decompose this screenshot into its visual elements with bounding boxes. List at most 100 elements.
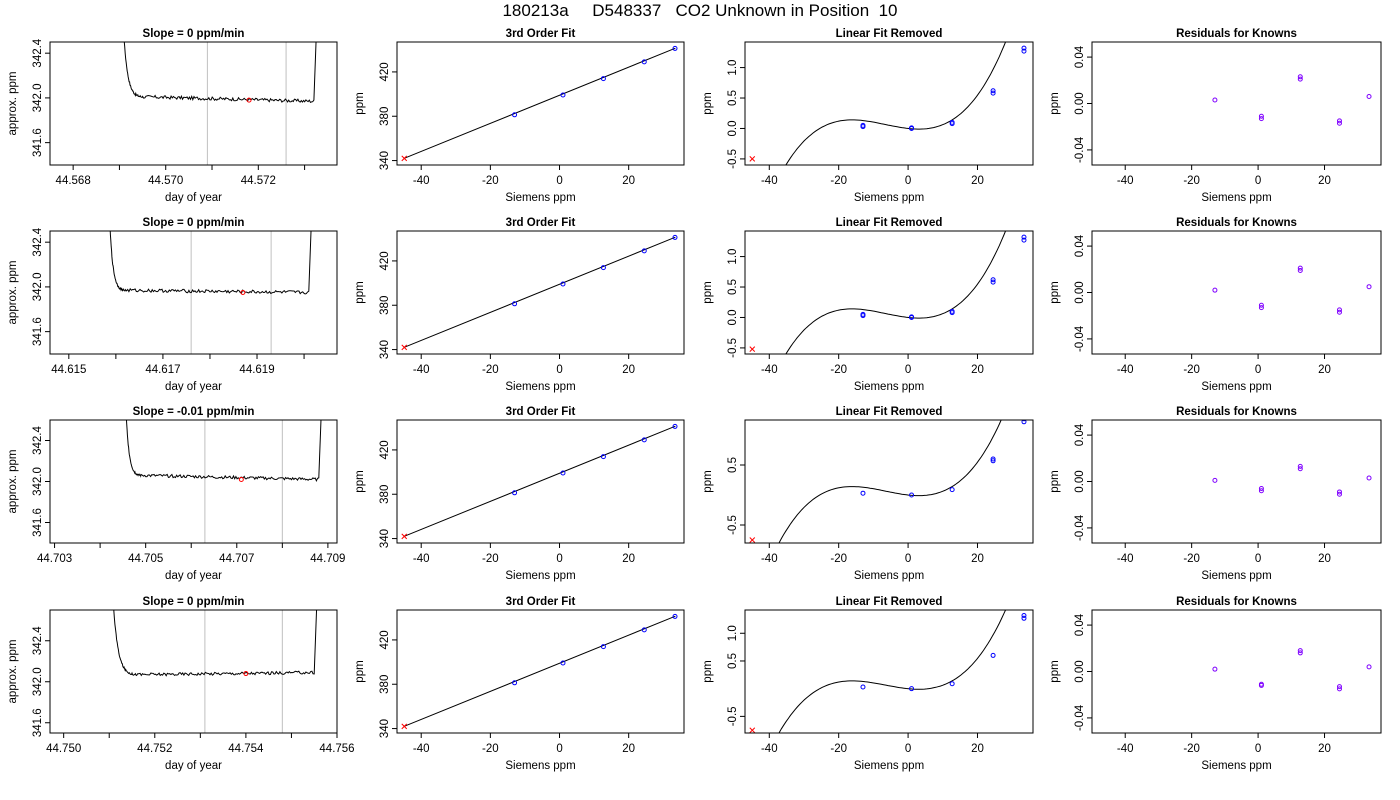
y-axis-label: ppm — [354, 92, 366, 114]
plot-frame — [744, 609, 1034, 734]
x-tick-label: -20 — [830, 553, 847, 565]
chart-panel-r2c0: Slope = -0.01 ppm/min day of year approx. … — [7, 406, 345, 582]
x-tick-label: 44.568 — [56, 175, 91, 187]
x-tick-label: 0 — [556, 743, 562, 755]
y-tick-label: 380 — [379, 675, 391, 694]
known-point — [672, 234, 678, 240]
y-axis-label: approx. ppm — [7, 450, 19, 514]
residual-point — [1212, 666, 1218, 672]
residual-point — [1297, 74, 1303, 80]
residual-point — [1297, 648, 1303, 654]
plot-area — [749, 610, 1027, 733]
y-tick-label: 0.04 — [1074, 45, 1086, 68]
y-axis-label: approx. ppm — [7, 261, 19, 325]
x-axis-label: Siemens ppm — [854, 570, 924, 582]
fit-line — [403, 47, 676, 159]
fit-line — [403, 236, 676, 348]
residual-point — [1297, 267, 1303, 273]
x-tick-label: -20 — [1183, 175, 1200, 187]
residual-point — [1336, 491, 1342, 497]
known-point — [641, 437, 647, 443]
known-point — [1021, 420, 1027, 425]
plot-frame — [49, 609, 338, 734]
y-axis-label: ppm — [354, 281, 366, 303]
y-tick-label: 0.00 — [1074, 470, 1086, 492]
y-tick-label: 0.04 — [1074, 613, 1086, 636]
x-tick-label: -20 — [830, 364, 847, 376]
chart-panel-r2c2: Linear Fit Removed Siemens ppm ppm -40 -20 0 2… — [702, 406, 1034, 582]
x-tick-label: 20 — [1318, 553, 1331, 565]
known-point — [949, 121, 955, 127]
x-tick-label: 20 — [622, 743, 635, 755]
residual-point — [1336, 307, 1342, 313]
concentration-trace — [125, 420, 322, 483]
panel-title: 3rd Order Fit — [506, 28, 576, 40]
y-axis-label: ppm — [702, 470, 714, 492]
x-axis-label: Siemens ppm — [1201, 381, 1271, 393]
plot-frame — [744, 41, 1034, 166]
y-tick-label: 0.0 — [727, 120, 739, 136]
x-tick-label: 20 — [971, 364, 984, 376]
mean-marker — [243, 671, 249, 677]
known-point — [909, 314, 915, 320]
x-tick-label: 44.572 — [241, 175, 276, 187]
x-axis-label: Siemens ppm — [505, 570, 575, 582]
x-tick-label: -40 — [413, 743, 430, 755]
plot-frame — [49, 41, 338, 166]
x-tick-label: 44.709 — [310, 553, 345, 565]
y-axis-label: ppm — [354, 470, 366, 492]
x-tick-label: 44.615 — [51, 364, 86, 376]
y-tick-label: 342.4 — [32, 426, 44, 455]
known-point — [990, 279, 996, 285]
fit-line — [403, 615, 676, 727]
residual-point — [1366, 664, 1372, 670]
x-tick-label: -20 — [830, 743, 847, 755]
y-tick-label: 0.00 — [1074, 281, 1086, 303]
x-axis-label: day of year — [165, 381, 222, 393]
fit-line — [403, 425, 676, 537]
concentration-trace — [109, 231, 312, 295]
x-tick-label: -40 — [413, 175, 430, 187]
x-tick-label: -40 — [761, 175, 778, 187]
x-tick-label: -40 — [761, 743, 778, 755]
x-tick-label: -20 — [1183, 743, 1200, 755]
residual-point — [1336, 309, 1342, 315]
known-point — [1021, 420, 1027, 422]
plot-frame — [396, 609, 685, 734]
y-tick-label: 1.0 — [727, 60, 739, 76]
x-tick-label: 44.756 — [319, 743, 354, 755]
panel-title: 3rd Order Fit — [506, 596, 576, 608]
chart-panel-r0c2: Linear Fit Removed Siemens ppm ppm -40 -20 0 2… — [702, 28, 1034, 204]
plot-area — [749, 42, 1027, 165]
y-axis-label: approx. ppm — [7, 72, 19, 136]
x-tick-label: 20 — [622, 175, 635, 187]
plot-area — [1212, 463, 1372, 497]
plot-area — [1212, 265, 1372, 315]
chart-panel-r3c0: Slope = 0 ppm/min day of year approx. ppm 4… — [7, 596, 355, 772]
known-point — [949, 681, 955, 687]
residual-point — [1336, 120, 1342, 126]
page-title: 180213a D548337 CO2 Unknown in Position … — [502, 1, 898, 20]
residual-point — [1366, 94, 1372, 100]
chart-panel-r1c0: Slope = 0 ppm/min day of year approx. ppm 4… — [7, 217, 338, 393]
known-point — [560, 281, 566, 287]
x-tick-label: 0 — [905, 364, 911, 376]
plot-frame — [1091, 609, 1382, 734]
unknown-point — [749, 537, 756, 543]
chart-panel-r0c1: 3rd Order Fit Siemens ppm ppm -40 -20 0 20 340 3… — [354, 28, 685, 204]
y-tick-label: 0.5 — [727, 457, 739, 473]
panel-title: Residuals for Knowns — [1176, 596, 1297, 608]
y-tick-label: 342.4 — [32, 38, 44, 67]
panel-title: Residuals for Knowns — [1176, 28, 1297, 40]
y-tick-label: 420 — [379, 440, 391, 459]
panel-title: Linear Fit Removed — [836, 596, 943, 608]
plot-area — [401, 45, 678, 162]
chart-panel-r3c3: Residuals for Knowns Siemens ppm ppm -40 -20… — [1049, 596, 1382, 772]
unknown-point — [749, 727, 756, 733]
panel-title: Linear Fit Removed — [836, 217, 943, 229]
x-axis-label: Siemens ppm — [1201, 760, 1271, 772]
known-point — [672, 45, 678, 51]
x-axis-label: Siemens ppm — [1201, 570, 1271, 582]
x-tick-label: 0 — [905, 175, 911, 187]
y-axis-label: ppm — [354, 660, 366, 682]
